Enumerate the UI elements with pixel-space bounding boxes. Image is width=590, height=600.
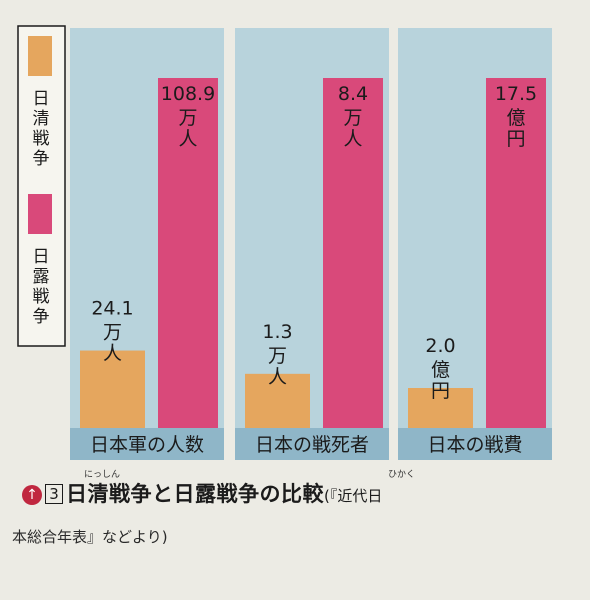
bar-unit-label: 億円 <box>431 359 450 402</box>
category-band <box>398 428 552 460</box>
legend-label: 日清戦争 <box>33 89 50 169</box>
bar-unit-label: 万人 <box>268 345 287 388</box>
bar-value-label: 108.9 <box>161 83 215 105</box>
legend-swatch-russo-japanese <box>28 194 52 234</box>
bar <box>486 78 546 428</box>
caption-source-1: (『近代日 <box>324 487 383 505</box>
category-band <box>235 428 389 460</box>
caption-title: 日清戦争と日露戦争の比較 <box>66 482 324 506</box>
bar <box>323 78 383 428</box>
bar-value-label: 2.0 <box>425 335 455 357</box>
bar-value-label: 24.1 <box>91 298 133 320</box>
bar-unit-label: 万人 <box>343 107 362 150</box>
bar-value-label: 17.5 <box>495 83 537 105</box>
bar <box>408 388 473 428</box>
caption-source-2: 本総合年表』などより) <box>12 528 168 546</box>
bar-unit-label: 万人 <box>178 107 197 150</box>
category-band <box>70 428 224 460</box>
figure-number: 3 <box>45 484 63 504</box>
bar-unit-label: 億円 <box>506 107 525 150</box>
bar <box>80 350 145 428</box>
caption-ruby-hikaku: ひかく <box>388 470 416 480</box>
legend-swatch-sino-japanese <box>28 36 52 76</box>
bar <box>158 78 218 428</box>
bar-value-label: 1.3 <box>262 321 292 343</box>
bar-unit-label: 万人 <box>103 322 122 365</box>
up-arrow-icon: ↑ <box>22 485 42 505</box>
caption-ruby-nisshin: にっしん <box>84 470 121 480</box>
category-label: 日本軍の人数 <box>90 434 204 456</box>
bar-value-label: 8.4 <box>338 83 368 105</box>
category-label: 日本の戦死者 <box>255 434 369 456</box>
legend-label: 日露戦争 <box>33 247 50 327</box>
legend: 日清戦争 日露戦争 <box>17 25 66 347</box>
category-label: 日本の戦費 <box>427 434 522 456</box>
bar <box>245 373 310 428</box>
figure-caption: ↑ 3 日清戦争と日露戦争の比較(『近代日 <box>22 478 382 508</box>
